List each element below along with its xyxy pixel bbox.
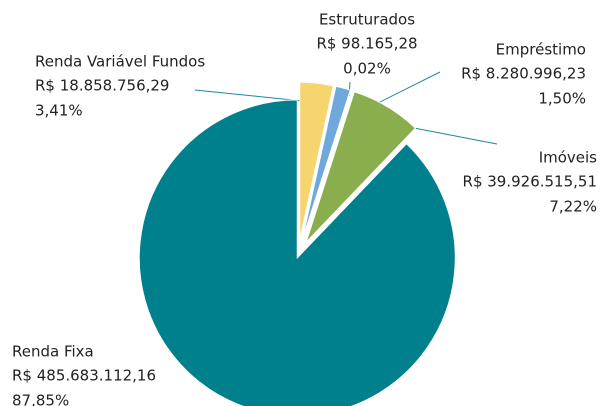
slice-amount: R$ 39.926.515,51	[463, 173, 597, 191]
slice-percent: 0,02%	[343, 60, 391, 78]
pie-slice	[301, 85, 351, 241]
pie-slice	[299, 81, 334, 241]
slice-amount: R$ 485.683.112,16	[12, 367, 156, 385]
slice-percent: 87,85%	[12, 392, 69, 406]
slice-label: Estruturados	[319, 11, 415, 29]
slice-amount: R$ 18.858.756,29	[35, 77, 169, 95]
slice-percent: 7,22%	[549, 198, 597, 216]
leader-line	[413, 127, 498, 145]
slice-label: Empréstimo	[496, 41, 586, 59]
slice-label: Renda Fixa	[12, 343, 94, 361]
slice-amount: R$ 8.280.996,23	[461, 65, 586, 83]
slice-percent: 1,50%	[538, 90, 586, 108]
leader-line	[375, 71, 441, 105]
slice-label: Imóveis	[539, 149, 597, 167]
pie-slice	[305, 91, 417, 243]
slice-label: Renda Variável Fundos	[35, 53, 205, 71]
slice-amount: R$ 98.165,28	[316, 35, 417, 53]
slice-percent: 3,41%	[35, 102, 83, 120]
pie-slice	[300, 85, 336, 241]
pie-slice	[138, 99, 456, 406]
